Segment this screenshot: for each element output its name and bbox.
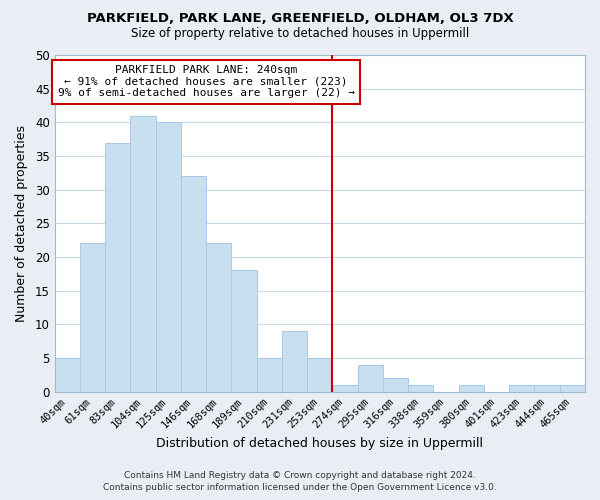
Bar (55, 358, 80, 392)
Bar (206, 244, 232, 392)
Bar (80, 244, 105, 392)
Bar (459, 385, 484, 392)
Text: PARKFIELD PARK LANE: 240sqm
← 91% of detached houses are smaller (223)
9% of sem: PARKFIELD PARK LANE: 240sqm ← 91% of det… (58, 65, 355, 98)
Bar (155, 122, 181, 392)
Text: Contains HM Land Registry data © Crown copyright and database right 2024.
Contai: Contains HM Land Registry data © Crown c… (103, 471, 497, 492)
Bar (560, 385, 585, 392)
Bar (307, 358, 332, 392)
Bar (257, 358, 282, 392)
Bar (232, 270, 257, 392)
Bar (383, 378, 408, 392)
Bar (509, 385, 535, 392)
Bar (282, 331, 307, 392)
Bar (535, 385, 560, 392)
Bar (408, 385, 433, 392)
Y-axis label: Number of detached properties: Number of detached properties (15, 125, 28, 322)
Bar (105, 142, 130, 392)
Bar (358, 364, 383, 392)
Bar (332, 385, 358, 392)
X-axis label: Distribution of detached houses by size in Uppermill: Distribution of detached houses by size … (157, 437, 484, 450)
Text: PARKFIELD, PARK LANE, GREENFIELD, OLDHAM, OL3 7DX: PARKFIELD, PARK LANE, GREENFIELD, OLDHAM… (86, 12, 514, 26)
Bar (181, 176, 206, 392)
Text: Size of property relative to detached houses in Uppermill: Size of property relative to detached ho… (131, 28, 469, 40)
Bar (130, 116, 155, 392)
